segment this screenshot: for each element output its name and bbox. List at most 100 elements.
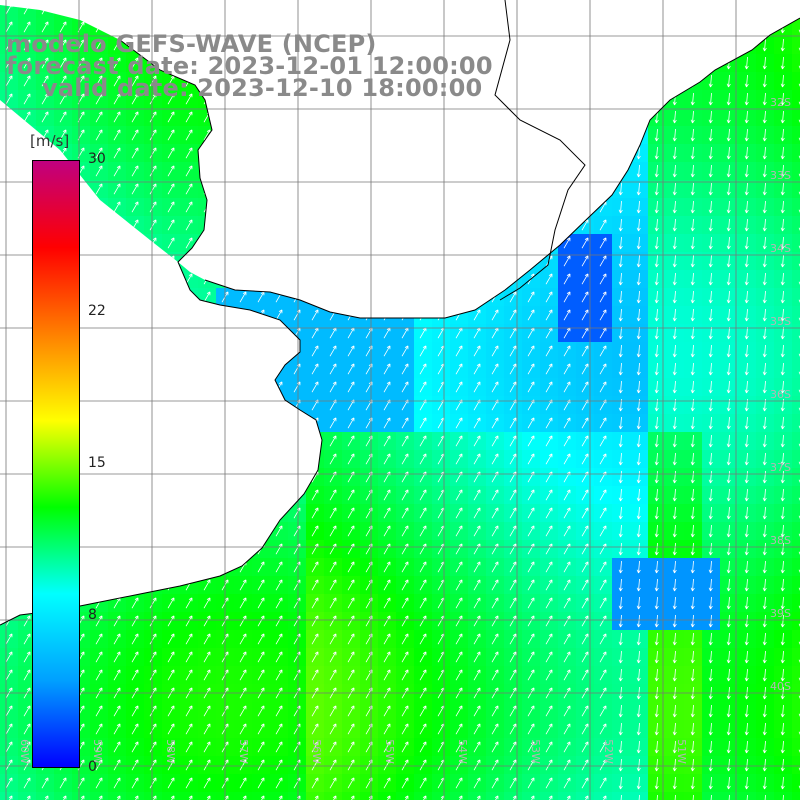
wind-arrow bbox=[672, 362, 677, 376]
wind-arrow bbox=[311, 525, 319, 537]
country-border bbox=[494, 0, 586, 301]
wind-arrow bbox=[455, 435, 463, 447]
wind-arrow bbox=[329, 741, 337, 753]
wind-arrow bbox=[257, 561, 265, 573]
wind-arrow bbox=[59, 111, 67, 123]
wind-arrow bbox=[419, 633, 427, 645]
wind-arrow bbox=[618, 326, 623, 340]
wind-arrow bbox=[383, 723, 391, 735]
wind-arrow bbox=[654, 290, 659, 304]
wind-arrow bbox=[347, 759, 355, 771]
wind-arrow bbox=[726, 560, 731, 574]
wind-arrow bbox=[509, 579, 517, 591]
wind-arrow bbox=[116, 795, 121, 800]
wind-arrow bbox=[257, 669, 265, 681]
wind-arrow bbox=[599, 759, 607, 771]
wind-arrow bbox=[654, 632, 659, 646]
wind-arrow bbox=[636, 326, 641, 340]
wind-arrow bbox=[347, 597, 355, 609]
wind-arrow bbox=[473, 561, 481, 573]
wind-arrow bbox=[149, 741, 157, 753]
wind-arrow bbox=[744, 110, 749, 124]
wind-arrow bbox=[780, 164, 785, 178]
wind-arrow bbox=[618, 722, 623, 736]
wind-cell bbox=[792, 378, 800, 396]
wind-arrow bbox=[509, 291, 517, 303]
wind-arrow bbox=[726, 308, 731, 322]
wind-arrow bbox=[780, 722, 785, 736]
wind-arrow bbox=[149, 201, 157, 213]
wind-arrow bbox=[113, 615, 121, 627]
wind-arrow bbox=[744, 524, 749, 538]
wind-arrow bbox=[636, 776, 641, 790]
wind-arrow bbox=[491, 345, 499, 357]
wind-arrow bbox=[762, 200, 767, 214]
wind-cell bbox=[792, 216, 800, 234]
wind-arrow bbox=[167, 93, 175, 105]
wind-arrow bbox=[131, 777, 139, 789]
wind-arrow bbox=[491, 669, 499, 681]
wind-arrow bbox=[41, 93, 49, 105]
wind-arrow bbox=[563, 417, 571, 429]
wind-arrow bbox=[95, 759, 103, 771]
wind-arrow bbox=[455, 669, 463, 681]
wind-arrow bbox=[383, 345, 391, 357]
wind-arrow bbox=[491, 471, 499, 483]
wind-cell bbox=[288, 792, 306, 800]
wind-arrow bbox=[527, 525, 535, 537]
wind-arrow bbox=[690, 434, 695, 448]
wind-arrow bbox=[618, 272, 623, 286]
wind-arrow bbox=[726, 542, 731, 556]
wind-arrow bbox=[509, 633, 517, 645]
wind-arrow bbox=[581, 525, 589, 537]
wind-arrow bbox=[311, 381, 319, 393]
wind-arrow bbox=[311, 561, 319, 573]
wind-arrow bbox=[419, 705, 427, 717]
wind-arrow bbox=[401, 507, 409, 519]
wind-arrow bbox=[690, 308, 695, 322]
wind-arrow bbox=[185, 723, 193, 735]
wind-arrow bbox=[401, 723, 409, 735]
wind-arrow bbox=[422, 795, 427, 800]
wind-arrow bbox=[5, 21, 13, 33]
wind-arrow bbox=[563, 237, 571, 249]
wind-arrow bbox=[726, 344, 731, 358]
wind-arrow bbox=[690, 452, 695, 466]
wind-arrow bbox=[744, 434, 749, 448]
wind-arrow bbox=[672, 524, 677, 538]
wind-arrow bbox=[311, 597, 319, 609]
wind-arrow bbox=[491, 561, 499, 573]
wind-arrow bbox=[239, 705, 247, 717]
wind-arrow bbox=[455, 525, 463, 537]
wind-arrow bbox=[780, 290, 785, 304]
wind-arrow bbox=[401, 759, 409, 771]
wind-arrow bbox=[26, 795, 31, 800]
wind-arrow bbox=[726, 74, 731, 88]
wind-arrow bbox=[527, 291, 535, 303]
wind-cell bbox=[792, 720, 800, 738]
wind-arrow bbox=[672, 200, 677, 214]
wind-arrow bbox=[599, 597, 607, 609]
wind-arrow bbox=[5, 57, 13, 69]
wind-arrow bbox=[563, 363, 571, 375]
wind-arrow bbox=[762, 650, 767, 664]
wind-arrow bbox=[780, 128, 785, 142]
wind-arrow bbox=[654, 164, 659, 178]
wind-arrow bbox=[581, 273, 589, 285]
wind-cell bbox=[378, 792, 396, 800]
wind-arrow bbox=[654, 758, 659, 772]
wind-arrow bbox=[726, 470, 731, 484]
wind-arrow bbox=[726, 236, 731, 250]
wind-arrow bbox=[618, 452, 623, 466]
wind-arrow bbox=[563, 723, 571, 735]
wind-arrow bbox=[347, 345, 355, 357]
wind-arrow bbox=[167, 741, 175, 753]
wind-arrow bbox=[708, 722, 713, 736]
wind-arrow bbox=[311, 741, 319, 753]
wind-arrow bbox=[203, 741, 211, 753]
wind-arrow bbox=[690, 578, 695, 592]
wind-arrow bbox=[419, 741, 427, 753]
wind-arrow bbox=[350, 795, 355, 800]
wind-arrow bbox=[491, 363, 499, 375]
wind-arrow bbox=[401, 597, 409, 609]
